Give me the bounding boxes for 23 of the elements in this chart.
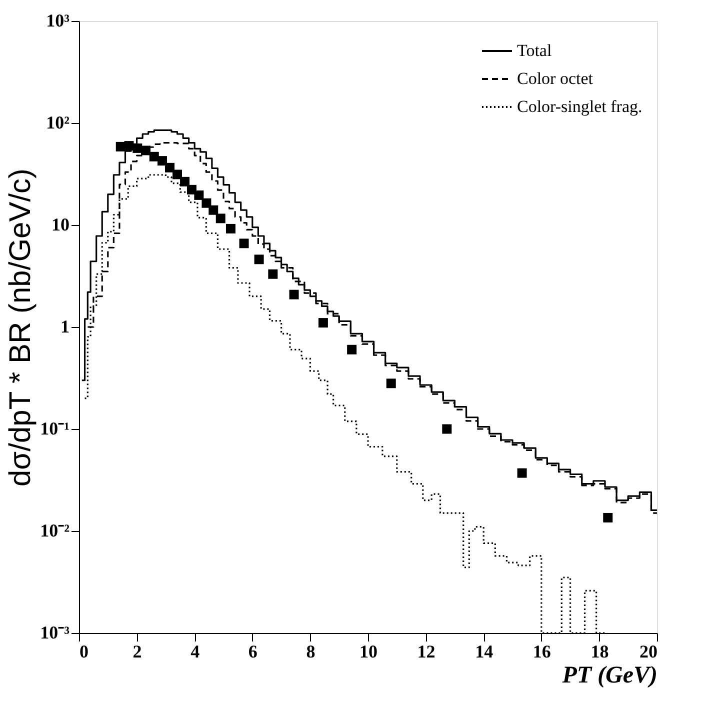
y-tick-label: 10⁻³: [40, 622, 70, 642]
x-tick-label: 18: [590, 642, 609, 662]
y-tick-label: 10³: [46, 10, 70, 30]
x-tick-label: 6: [248, 642, 258, 662]
x-tick-label: 16: [532, 642, 551, 662]
legend-label: Color octet: [517, 69, 594, 88]
x-tick-label: 14: [475, 642, 494, 662]
x-tick-label: 2: [132, 642, 142, 662]
x-tick-label: 12: [417, 642, 436, 662]
y-tick-label: 10⁻²: [40, 520, 70, 540]
x-tick-label: 20: [640, 642, 658, 662]
x-axis-title: PT (GeV): [561, 662, 658, 688]
y-tick-label: 1: [60, 316, 70, 336]
y-tick-label: 10: [52, 214, 70, 234]
y-tick-label: 10²: [46, 112, 70, 132]
x-tick-label: 8: [306, 642, 316, 662]
y-axis-title: dσ/dpT * BR (nb/GeV/c): [4, 168, 38, 487]
x-tick-label: 10: [360, 642, 378, 662]
legend-label: Total: [517, 41, 552, 60]
x-tick-label: 4: [190, 642, 200, 662]
x-tick-label: 0: [80, 642, 88, 662]
legend-label: Color-singlet frag.: [517, 97, 642, 116]
y-tick-label: 10⁻¹: [40, 418, 70, 438]
